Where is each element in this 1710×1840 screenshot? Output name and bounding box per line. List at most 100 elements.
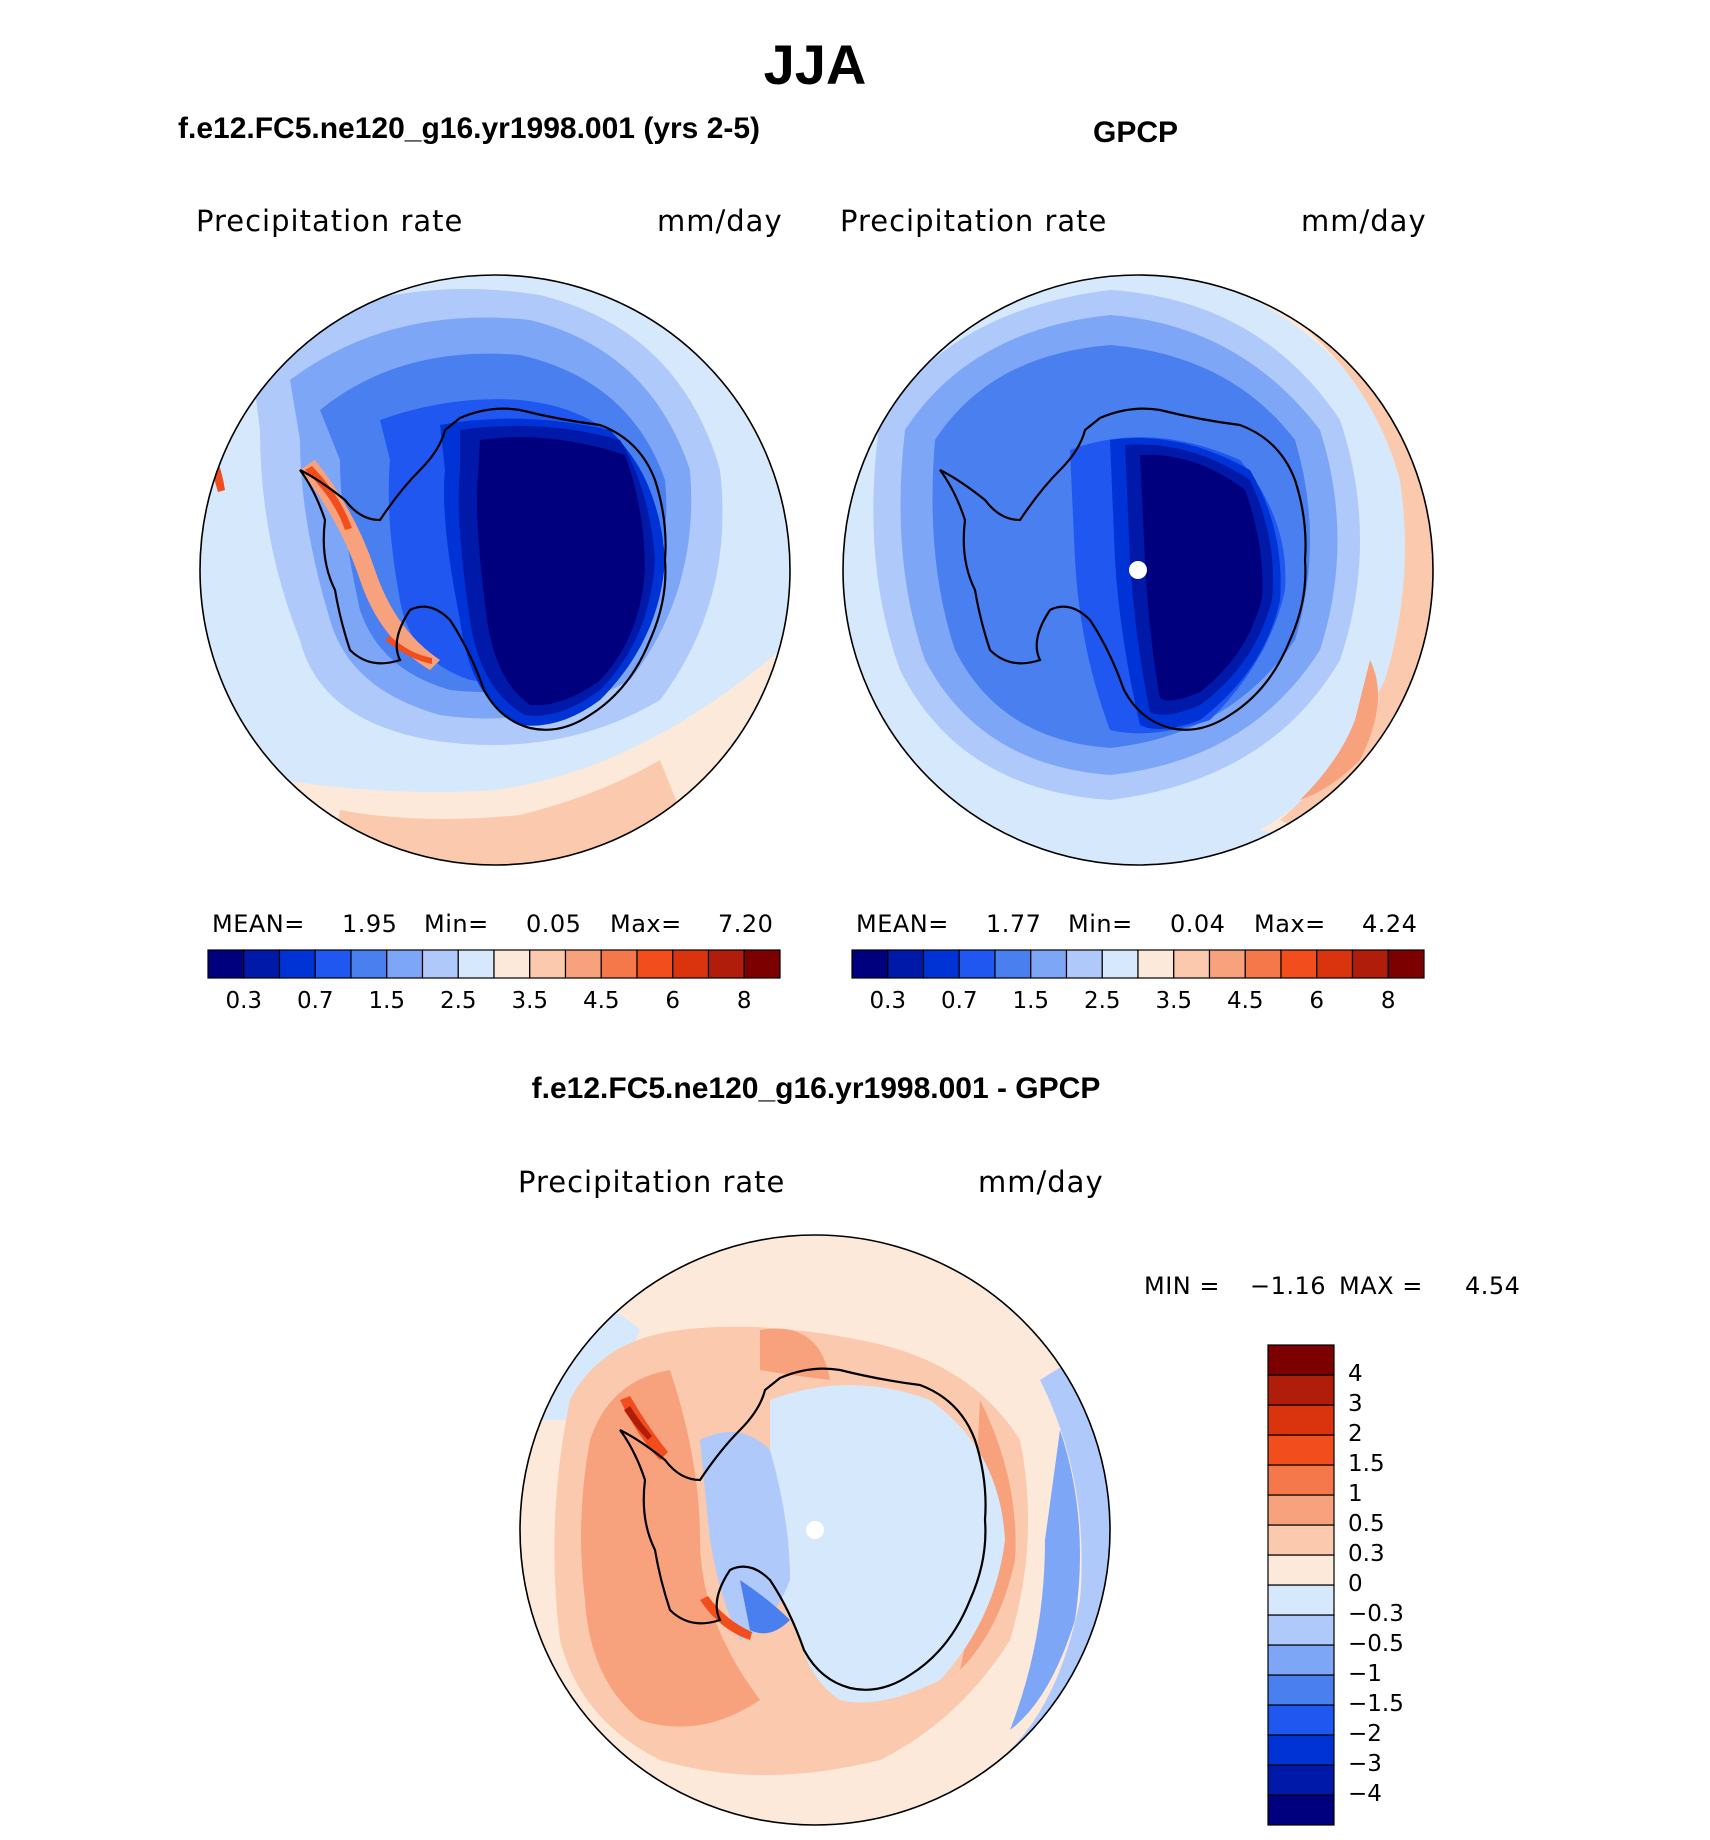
colorbar-tick-label: 4 <box>1348 1361 1363 1387</box>
colorbar-swatch <box>1351 949 1389 979</box>
colorbar-swatch <box>1316 949 1354 979</box>
panel-obs-variable-label: Precipitation rate <box>840 204 1108 238</box>
min-value: 0.05 <box>526 910 582 938</box>
colorbar-swatch <box>1267 1404 1335 1436</box>
colorbar-swatch <box>922 949 960 979</box>
colorbar-tick-label: 3 <box>1348 1391 1363 1417</box>
colorbar-tick-label: −1 <box>1348 1661 1382 1687</box>
min-value: −1.16 <box>1250 1272 1327 1300</box>
min-label: MIN = <box>1144 1272 1220 1300</box>
colorbar-swatch <box>1267 1344 1335 1376</box>
max-label: Max= <box>1254 910 1326 938</box>
colorbar-swatch <box>1101 949 1139 979</box>
colorbar-swatch <box>493 949 531 979</box>
colorbar-swatch <box>1267 1794 1335 1826</box>
colorbar-tick-label: 0.7 <box>940 988 978 1014</box>
colorbar-swatch <box>1267 1554 1335 1586</box>
colorbar-tick-label: −1.5 <box>1348 1691 1404 1717</box>
panel-model-variable-label: Precipitation rate <box>196 204 464 238</box>
antarctica-coastline <box>299 407 667 731</box>
max-value: 4.24 <box>1362 910 1418 938</box>
colorbar-swatch <box>1267 1734 1335 1766</box>
colorbar-swatch <box>1267 1374 1335 1406</box>
colorbar-swatch <box>636 949 674 979</box>
colorbar-swatch <box>1137 949 1175 979</box>
pole-hole <box>806 1521 824 1539</box>
colorbar-swatch <box>743 949 781 979</box>
colorbar-swatch <box>1267 1704 1335 1736</box>
colorbar-swatch <box>457 949 495 979</box>
max-label: Max= <box>610 910 682 938</box>
colorbar-tick-label: 4.5 <box>1226 988 1264 1014</box>
colorbar-swatch <box>1267 1764 1335 1796</box>
colorbar-swatch <box>314 949 352 979</box>
colorbar-tick-label: 0.7 <box>296 988 334 1014</box>
colorbar-tick-label: 6 <box>665 988 681 1014</box>
colorbar-tick-label: 4.5 <box>582 988 620 1014</box>
colorbar-tick-label: −0.3 <box>1348 1601 1404 1627</box>
pole-hole <box>1129 561 1147 579</box>
antarctica-coastline <box>939 407 1307 731</box>
min-label: Min= <box>424 910 489 938</box>
panel-diff-units-label: mm/day <box>978 1165 1104 1199</box>
colorbar-tick-label: 1.5 <box>1012 988 1050 1014</box>
colorbar-swatch <box>1065 949 1103 979</box>
map-obs <box>842 274 1434 866</box>
colorbar-tick-label: 6 <box>1309 988 1325 1014</box>
colorbar-swatch <box>600 949 638 979</box>
colorbar-swatch <box>707 949 745 979</box>
mean-value: 1.77 <box>986 910 1042 938</box>
colorbar-tick-label: −3 <box>1348 1751 1382 1777</box>
colorbar-swatch <box>672 949 710 979</box>
colorbar-tick-label: 8 <box>736 988 752 1014</box>
colorbar-swatch <box>386 949 424 979</box>
panel-obs-subtitle: GPCP <box>1093 116 1179 149</box>
mean-label: MEAN= <box>212 910 305 938</box>
mean-value: 1.95 <box>342 910 398 938</box>
colorbar-tick-label: 0.3 <box>869 988 907 1014</box>
colorbar-swatch <box>958 949 996 979</box>
colorbar-tick-label: 0 <box>1348 1571 1363 1597</box>
max-value: 7.20 <box>718 910 774 938</box>
colorbar-obs <box>851 949 1425 979</box>
colorbar-tick-label: −2 <box>1348 1721 1382 1747</box>
colorbar-swatch <box>1280 949 1318 979</box>
colorbar-tick-label: 1.5 <box>1348 1451 1385 1477</box>
panel-model-units-label: mm/day <box>657 204 783 238</box>
colorbar-swatch <box>1267 1674 1335 1706</box>
colorbar-tick-label: 0.5 <box>1348 1511 1385 1537</box>
panel-model-subtitle: f.e12.FC5.ne120_g16.yr1998.001 (yrs 2-5) <box>178 112 761 145</box>
colorbar-swatch <box>1267 1524 1335 1556</box>
colorbar-swatch <box>1267 1584 1335 1616</box>
colorbar-swatch <box>421 949 459 979</box>
colorbar-swatch <box>1267 1494 1335 1526</box>
antarctica-coastline <box>619 1367 987 1691</box>
colorbar-swatch <box>207 949 245 979</box>
colorbar-swatch <box>278 949 316 979</box>
panel-diff-variable-label: Precipitation rate <box>518 1165 786 1199</box>
colorbar-tick-label: 0.3 <box>225 988 263 1014</box>
colorbar-tick-label: 1 <box>1348 1481 1363 1507</box>
colorbar-swatch <box>1267 1464 1335 1496</box>
colorbar-tick-label: 8 <box>1380 988 1396 1014</box>
colorbar-swatch <box>994 949 1032 979</box>
colorbar-tick-label: 2.5 <box>1083 988 1121 1014</box>
colorbar-tick-label: −4 <box>1348 1781 1382 1807</box>
colorbar-swatch <box>1030 949 1068 979</box>
colorbar-tick-label: 3.5 <box>511 988 549 1014</box>
colorbar-swatch <box>243 949 281 979</box>
panel-diff-subtitle: f.e12.FC5.ne120_g16.yr1998.001 - GPCP <box>531 1072 1101 1105</box>
figure-title: JJA <box>763 33 867 96</box>
map-diff <box>519 1234 1111 1826</box>
colorbar-swatch <box>887 949 925 979</box>
colorbar-tick-label: 0.3 <box>1348 1541 1385 1567</box>
colorbar-tick-label: 3.5 <box>1155 988 1193 1014</box>
colorbar-swatch <box>1267 1644 1335 1676</box>
colorbar-swatch <box>350 949 388 979</box>
colorbar-swatch <box>529 949 567 979</box>
colorbar-tick-label: −0.5 <box>1348 1631 1404 1657</box>
min-label: Min= <box>1068 910 1133 938</box>
colorbar-swatch <box>564 949 602 979</box>
colorbar-model <box>207 949 781 979</box>
